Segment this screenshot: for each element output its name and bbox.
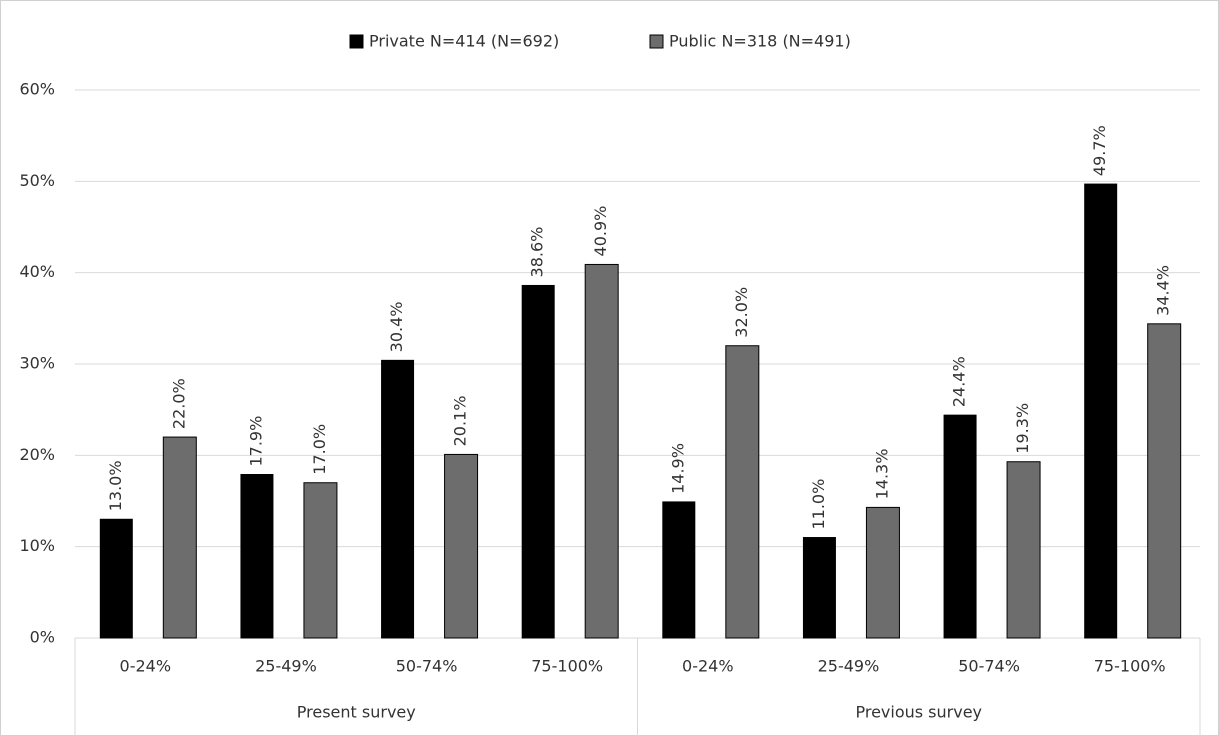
bar — [99, 518, 133, 639]
legend-swatch — [649, 34, 664, 49]
legend-swatch — [349, 34, 364, 49]
value-label: 17.9% — [246, 416, 265, 467]
legend-label: Private N=414 (N=692) — [369, 32, 559, 51]
value-label: 17.0% — [310, 424, 329, 475]
x-tick-label: 0-24% — [120, 657, 172, 676]
value-label: 14.3% — [872, 449, 891, 500]
bar — [802, 537, 836, 639]
bar — [240, 474, 274, 639]
group-label: Previous survey — [855, 703, 982, 722]
value-label: 11.0% — [809, 479, 828, 530]
bar — [865, 506, 900, 639]
x-tick-label: 25-49% — [818, 657, 880, 676]
y-tick-label: 10% — [19, 536, 55, 555]
bar — [1084, 183, 1118, 639]
bar — [521, 284, 555, 639]
bar — [303, 482, 338, 639]
value-label: 20.1% — [451, 396, 470, 447]
x-tick-label: 25-49% — [255, 657, 317, 676]
x-tick-label: 50-74% — [958, 657, 1020, 676]
bar — [943, 414, 977, 639]
bar — [1006, 461, 1041, 639]
y-tick-label: 0% — [30, 628, 55, 647]
y-tick-label: 30% — [19, 354, 55, 373]
group-label: Present survey — [297, 703, 416, 722]
y-tick-label: 60% — [19, 80, 55, 99]
y-tick-label: 40% — [19, 262, 55, 281]
bar — [584, 263, 619, 639]
bar — [381, 359, 415, 639]
value-label: 13.0% — [106, 460, 125, 511]
y-tick-label: 50% — [19, 171, 55, 190]
value-label: 32.0% — [732, 287, 751, 338]
bar — [1147, 323, 1182, 639]
y-tick-label: 20% — [19, 445, 55, 464]
bar — [725, 345, 760, 639]
value-label: 24.4% — [950, 356, 969, 407]
value-label: 49.7% — [1090, 125, 1109, 176]
value-label: 40.9% — [591, 206, 610, 257]
x-tick-label: 50-74% — [396, 657, 458, 676]
legend-label: Public N=318 (N=491) — [669, 32, 851, 51]
value-label: 22.0% — [169, 378, 188, 429]
bar — [162, 436, 197, 639]
value-label: 14.9% — [668, 443, 687, 494]
x-tick-label: 75-100% — [1094, 657, 1166, 676]
x-tick-label: 75-100% — [531, 657, 603, 676]
bar — [444, 453, 479, 639]
value-label: 34.4% — [1154, 265, 1173, 316]
x-tick-label: 0-24% — [682, 657, 734, 676]
value-label: 19.3% — [1013, 403, 1032, 454]
bar — [662, 501, 696, 639]
value-label: 30.4% — [387, 302, 406, 353]
value-label: 38.6% — [528, 227, 547, 278]
